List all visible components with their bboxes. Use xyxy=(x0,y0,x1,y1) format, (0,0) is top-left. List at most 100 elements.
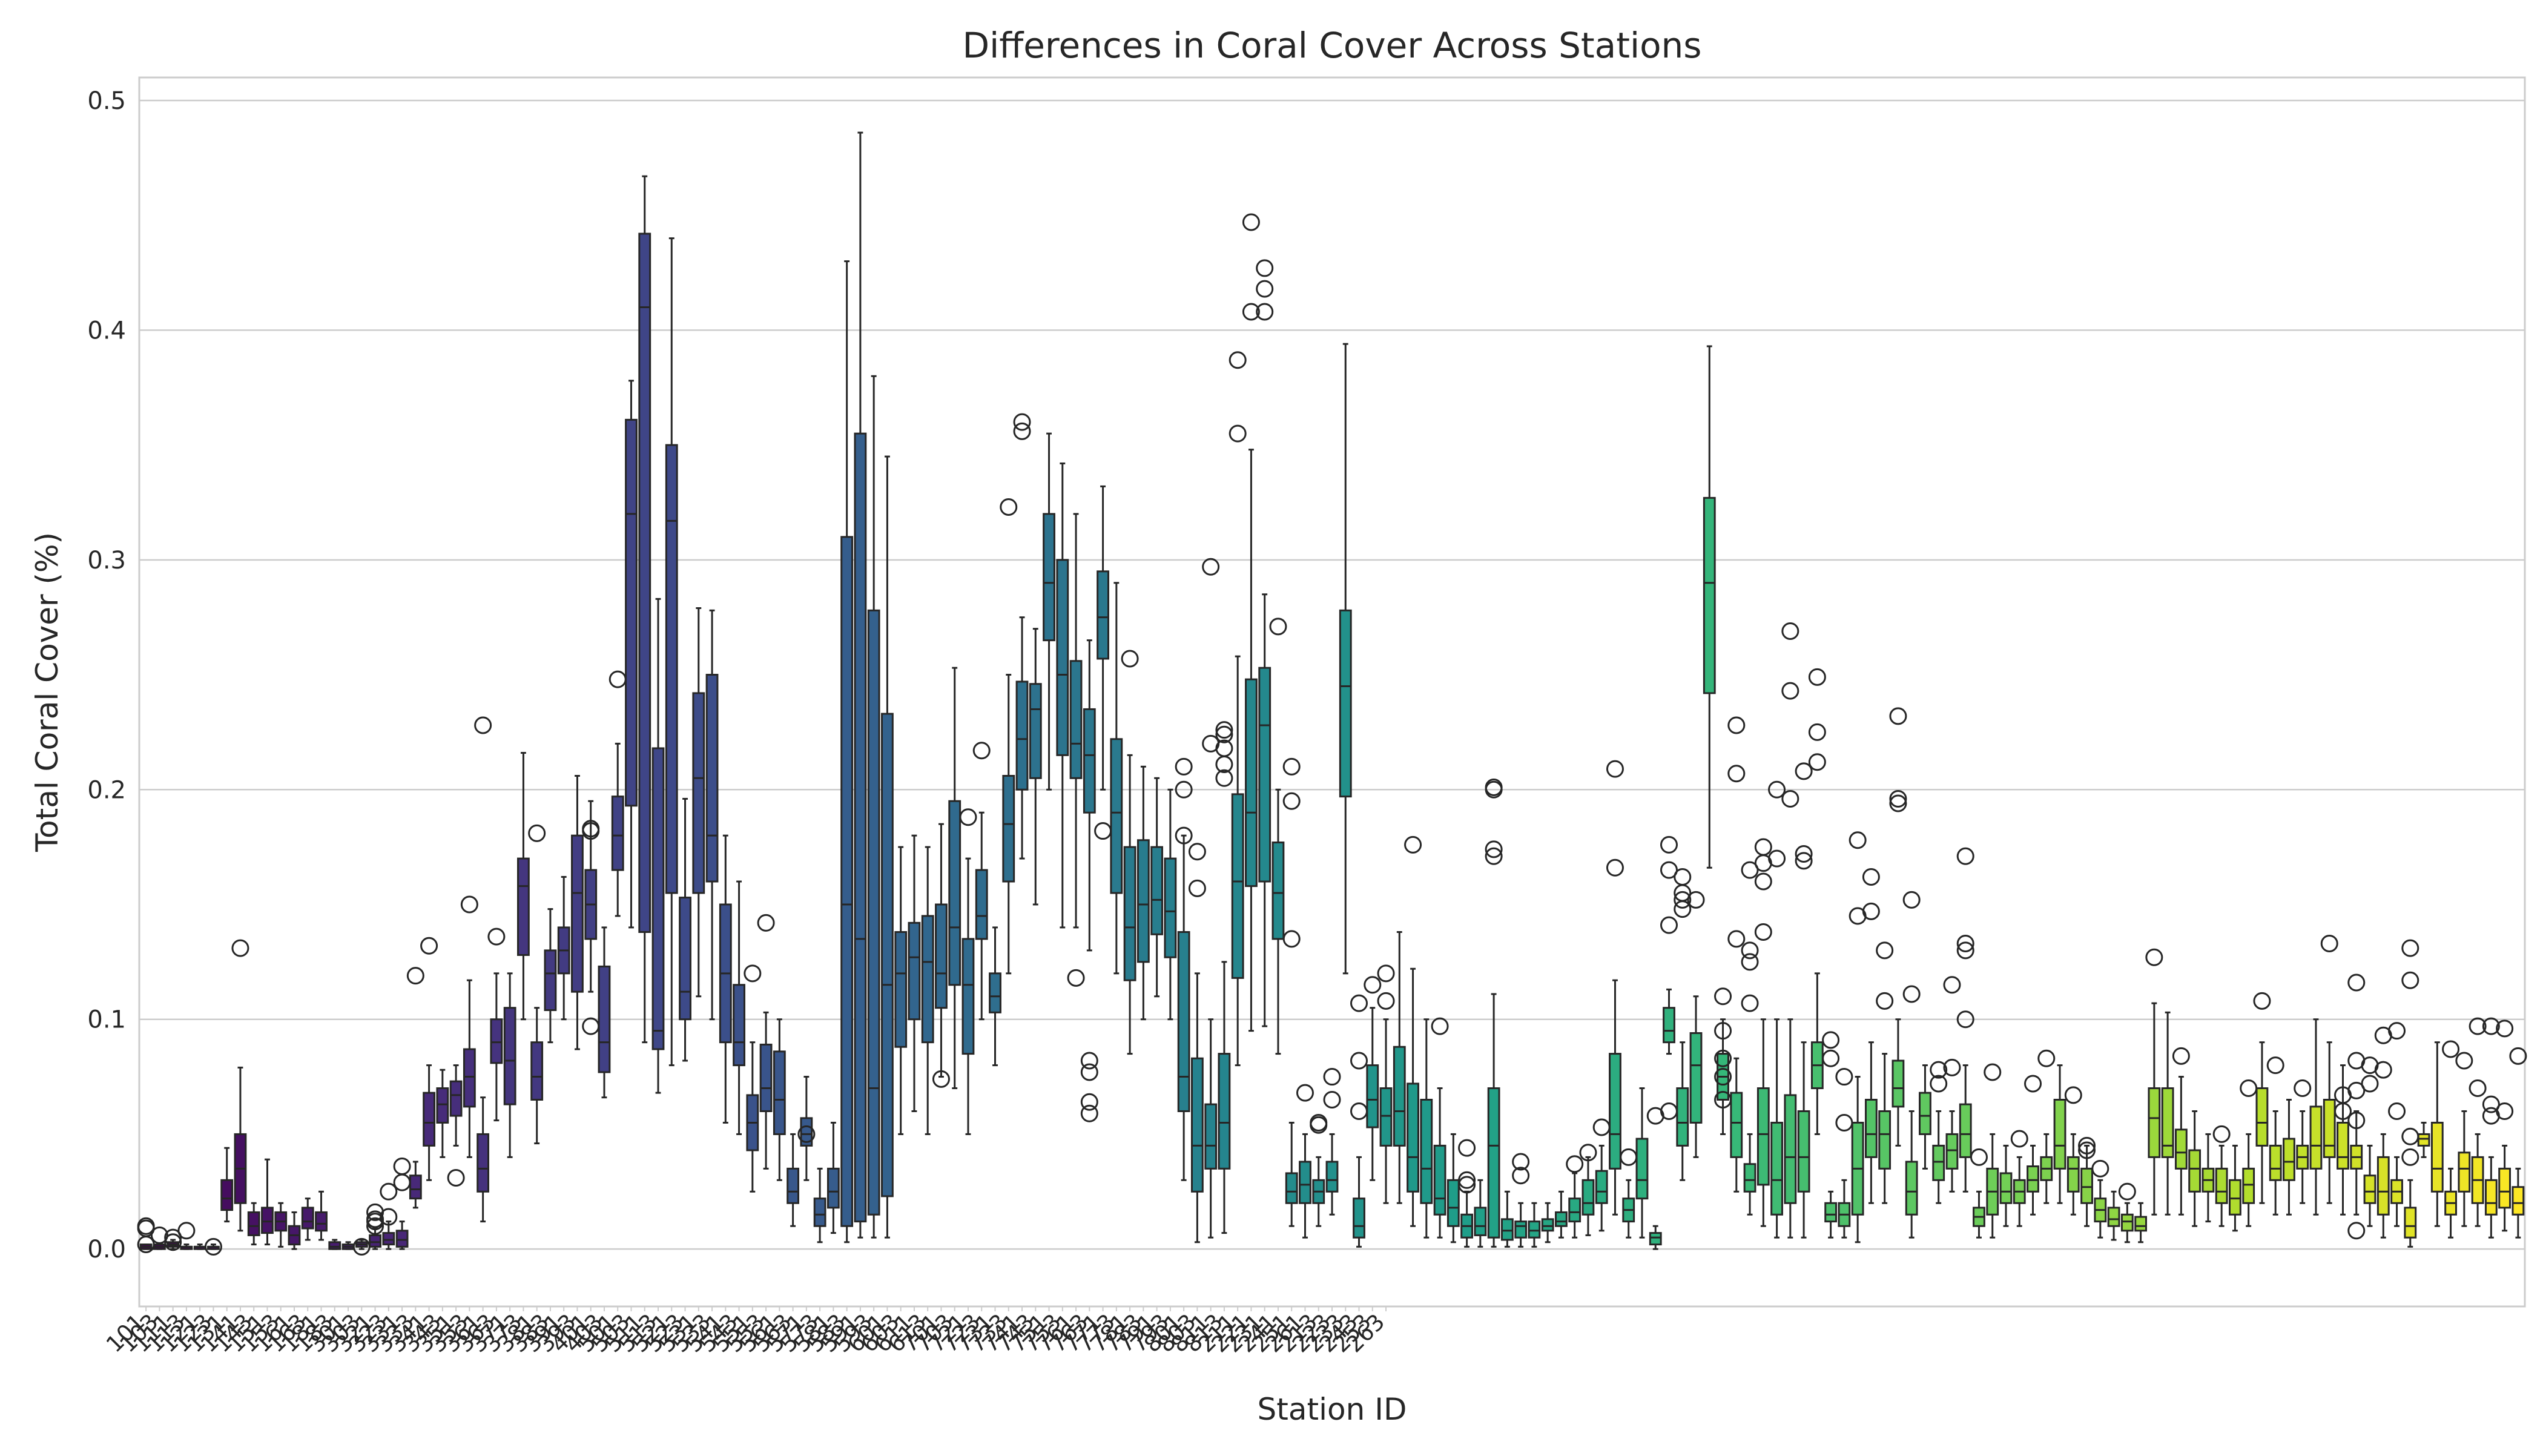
box xyxy=(1190,1057,1204,1193)
box-group xyxy=(1121,650,1139,1055)
outlier-point xyxy=(1431,1017,1449,1035)
box xyxy=(2174,1128,2188,1170)
outlier-point xyxy=(1080,1063,1098,1081)
outlier-point xyxy=(1889,794,1907,812)
outlier-point xyxy=(1229,424,1247,443)
box xyxy=(1420,1099,1433,1204)
box-group xyxy=(474,716,492,1223)
box xyxy=(1919,1092,1931,1135)
box xyxy=(773,1050,786,1135)
box xyxy=(2337,1121,2349,1170)
box-group xyxy=(881,455,894,1239)
box-group xyxy=(328,1239,341,1250)
outlier-point xyxy=(1795,762,1813,780)
box xyxy=(1649,1232,1662,1246)
box-group xyxy=(625,380,638,929)
box xyxy=(679,897,691,1021)
box-group xyxy=(1956,847,1974,1193)
box xyxy=(948,800,961,986)
outlier-point xyxy=(744,964,762,983)
box-group xyxy=(2161,1011,2174,1216)
box-group xyxy=(1404,835,1422,1227)
box xyxy=(1635,1138,1649,1200)
box-group xyxy=(854,131,867,1239)
box xyxy=(921,915,934,1044)
outlier-point xyxy=(1175,826,1193,845)
x-axis-ticks: 1011031111131211231311411431511531611631… xyxy=(101,1306,1390,1357)
box xyxy=(423,1092,435,1147)
outlier-point xyxy=(1754,923,1772,941)
outlier-point xyxy=(1404,835,1422,854)
box-group xyxy=(231,939,249,1232)
box xyxy=(1123,846,1136,981)
box xyxy=(1056,559,1069,756)
box-group xyxy=(1754,838,1772,1227)
outlier-point xyxy=(1215,756,1233,774)
outlier-point xyxy=(1512,1153,1530,1171)
outlier-point xyxy=(1080,1052,1098,1070)
box-group xyxy=(2294,1079,2312,1204)
box xyxy=(935,903,948,1009)
outlier-point xyxy=(150,1226,168,1244)
outlier-point xyxy=(2455,1052,2473,1070)
box xyxy=(1407,1082,1419,1193)
box xyxy=(1500,1218,1514,1241)
box xyxy=(1150,846,1164,935)
outlier-point xyxy=(1902,985,1921,1003)
box xyxy=(315,1211,328,1232)
outlier-point xyxy=(420,937,438,955)
box xyxy=(1231,793,1244,979)
outlier-point xyxy=(1121,650,1139,668)
outlier-point xyxy=(1876,992,1894,1010)
box-group xyxy=(1067,513,1085,987)
box-group xyxy=(1635,1087,1649,1239)
box-group xyxy=(1310,1113,1328,1227)
box xyxy=(1083,708,1096,814)
box xyxy=(1892,1059,1905,1108)
box-group xyxy=(2469,1017,2487,1227)
box-group xyxy=(177,1222,196,1250)
box xyxy=(1002,774,1015,883)
box-group xyxy=(651,598,665,1094)
box xyxy=(1676,1087,1689,1147)
box-group xyxy=(757,914,775,1170)
box xyxy=(2107,1207,2120,1227)
box-group xyxy=(813,1167,826,1244)
outlier-point xyxy=(1889,789,1907,808)
box-group xyxy=(1094,485,1112,840)
box xyxy=(638,232,651,934)
box-group xyxy=(921,846,934,1135)
box-group xyxy=(1714,987,1732,1135)
box-group xyxy=(787,1133,800,1227)
box-group xyxy=(1660,835,1678,1120)
box-group xyxy=(665,237,678,1067)
box-group xyxy=(301,1197,314,1241)
box xyxy=(2363,1174,2376,1204)
box xyxy=(1999,1172,2013,1204)
box-group xyxy=(1420,1018,1433,1239)
outlier-point xyxy=(1889,707,1907,725)
outlier-point xyxy=(1458,1176,1476,1194)
box-group xyxy=(2266,1056,2284,1216)
box-group xyxy=(2024,1075,2042,1216)
box xyxy=(395,1230,409,1248)
box xyxy=(1379,1087,1393,1147)
box xyxy=(261,1207,274,1234)
box xyxy=(503,1007,516,1105)
box xyxy=(2458,1151,2471,1193)
outlier-point xyxy=(1000,498,1018,516)
y-tick-label: 0.3 xyxy=(87,547,126,575)
box-group xyxy=(1500,1190,1514,1248)
box xyxy=(1797,1110,1810,1193)
box xyxy=(544,949,557,1012)
box-group xyxy=(2417,1121,2430,1158)
outlier-point xyxy=(959,808,977,826)
outlier-point xyxy=(1067,969,1085,987)
outlier-point xyxy=(1727,930,1746,948)
box-group xyxy=(1056,462,1069,929)
box xyxy=(530,1041,544,1101)
box xyxy=(2498,1167,2512,1209)
box-group xyxy=(840,260,854,1244)
box xyxy=(1366,1064,1379,1128)
outlier-point xyxy=(2496,1102,2514,1120)
